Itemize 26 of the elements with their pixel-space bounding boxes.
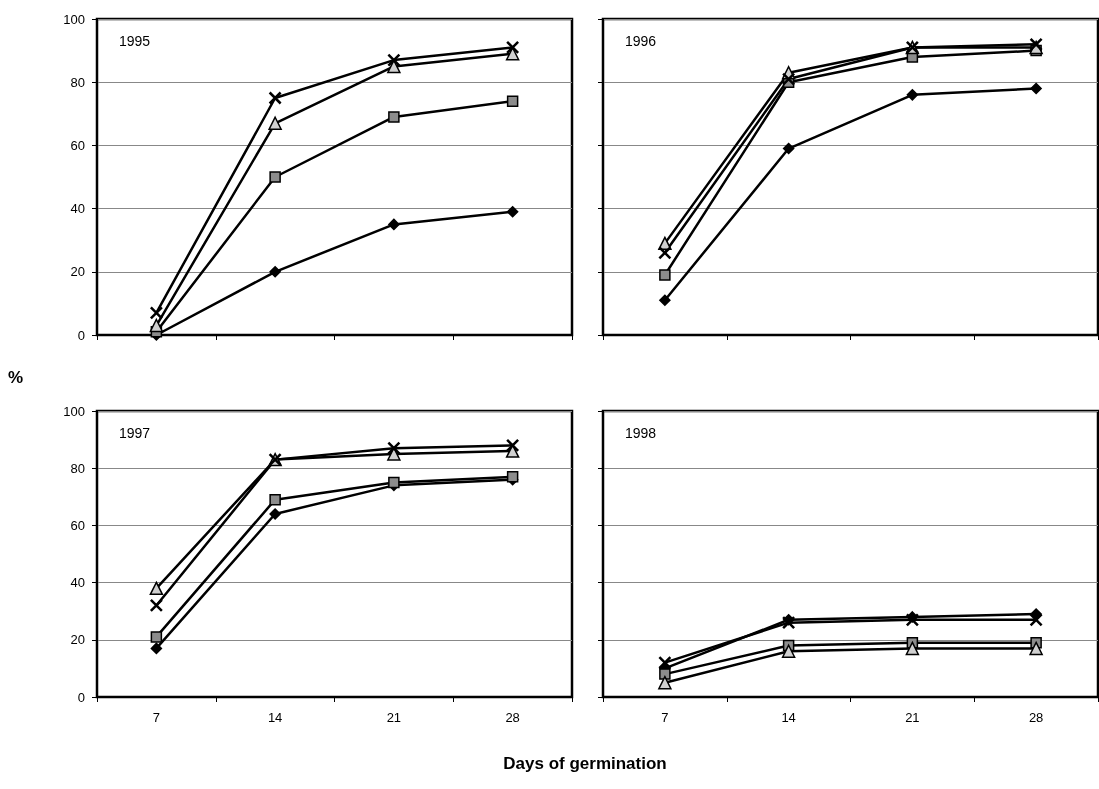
y-tick-label: 100 — [63, 403, 85, 419]
y-tick-label: 40 — [70, 201, 85, 217]
y-tick-label: 40 — [70, 575, 85, 591]
x-tick-label: 28 — [505, 710, 520, 725]
x-tick-label: 28 — [1028, 710, 1044, 725]
y-tick-label: 0 — [77, 689, 85, 705]
x-tick-label: 14 — [781, 710, 796, 725]
x-axis-title: Days of germination — [503, 754, 667, 774]
y-tick-label: 0 — [77, 327, 85, 343]
x-tick-label: 14 — [267, 710, 283, 725]
y-tick-label: 80 — [70, 460, 85, 476]
y-tick-label: 60 — [70, 137, 85, 153]
text: 1996 — [625, 33, 657, 49]
text: 1998 — [625, 425, 657, 441]
x-tick-label: 7 — [661, 710, 669, 725]
y-tick-label: 80 — [70, 74, 85, 90]
text: 1995 — [119, 33, 151, 49]
y-tick-label: 100 — [63, 11, 85, 27]
y-tick-label: 20 — [70, 264, 85, 280]
y-tick-label: 20 — [70, 632, 85, 648]
x-tick-label: 21 — [386, 710, 402, 725]
x-tick-label: 21 — [905, 710, 920, 725]
x-tick-label: 7 — [152, 710, 160, 725]
y-axis-title: % — [8, 368, 24, 388]
y-tick-label: 60 — [70, 517, 85, 533]
text: 1997 — [119, 425, 151, 441]
